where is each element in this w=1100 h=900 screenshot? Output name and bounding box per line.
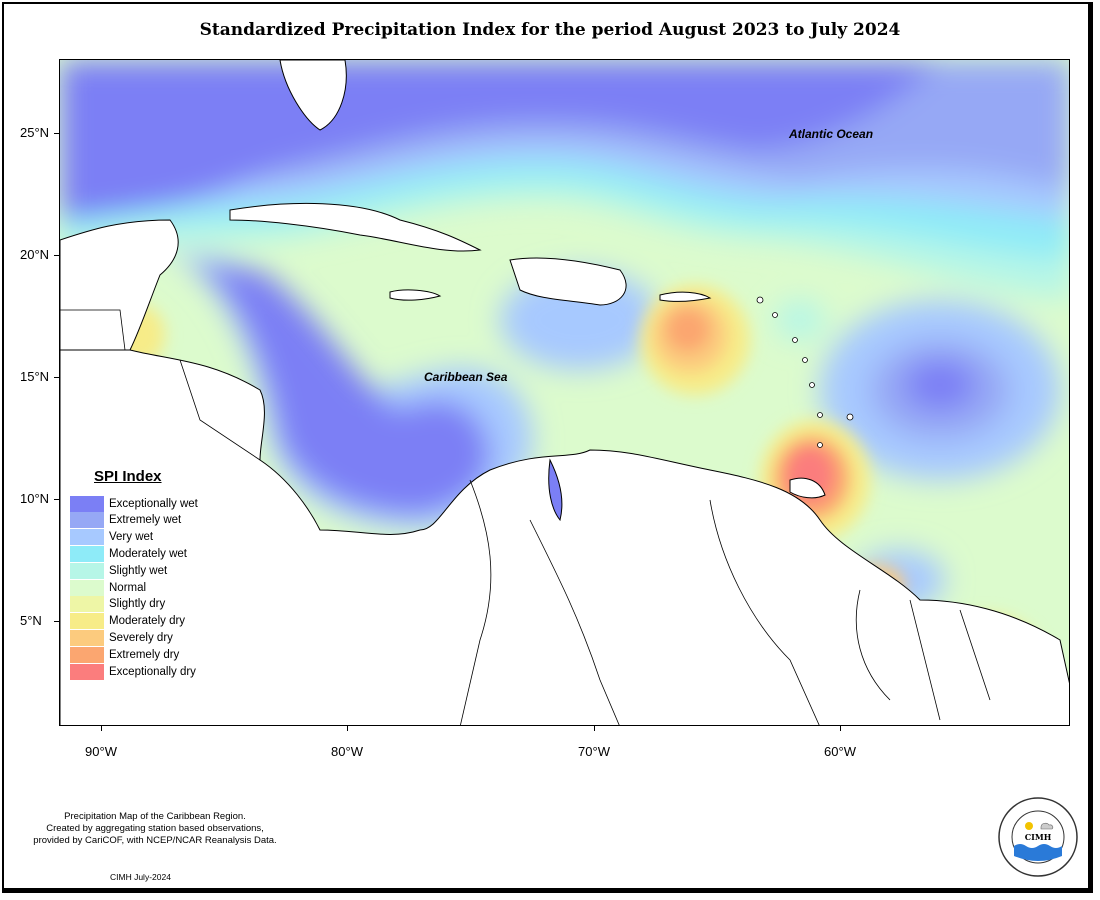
legend-item: Extremely wet — [70, 512, 181, 529]
credit-text: CIMH July-2024 — [110, 872, 171, 882]
legend-swatch — [70, 596, 104, 613]
lat-tick — [54, 621, 59, 622]
lon-label-70w: 70°W — [578, 744, 610, 759]
lat-label-10n: 10°N — [20, 491, 50, 506]
lon-tick — [101, 726, 102, 731]
legend-label: Slightly dry — [109, 598, 166, 611]
lon-tick — [840, 726, 841, 731]
caribbean-sea-label: Caribbean Sea — [424, 370, 508, 384]
legend-label: Slightly wet — [109, 564, 168, 577]
wave-icon — [1014, 844, 1062, 861]
lat-label-20n: 20°N — [20, 247, 50, 262]
central-south-america — [60, 349, 1069, 725]
legend-swatch — [70, 629, 104, 646]
map-title: Standardized Precipitation Index for the… — [199, 20, 901, 40]
lat-tick — [54, 499, 59, 500]
footnote-line-3: provided by CariCOF, with NCEP/NCAR Rean… — [33, 835, 277, 846]
legend-label: Exceptionally dry — [109, 665, 196, 678]
lon-label-90w: 90°W — [85, 744, 117, 759]
legend-label: Normal — [109, 581, 147, 594]
florida — [279, 60, 347, 131]
legend-swatch — [70, 613, 104, 630]
cuba — [229, 202, 482, 252]
land-masses — [60, 60, 1069, 725]
legend-swatch — [70, 495, 104, 512]
lat-label-5n: 5°N — [20, 613, 42, 628]
lat-label-15n: 15°N — [20, 369, 50, 384]
footnote: Precipitation Map of the Caribbean Regio… — [0, 811, 310, 847]
legend-swatch — [70, 512, 104, 529]
hispaniola — [509, 257, 627, 306]
logo-acronym: CIMH — [1025, 832, 1052, 842]
lake-maracaibo — [548, 458, 563, 522]
lat-label-25n: 25°N — [20, 125, 50, 140]
footnote-line-2: Created by aggregating station based obs… — [46, 823, 264, 834]
cloud-icon — [1040, 822, 1054, 830]
trinidad — [789, 477, 826, 499]
legend-title: SPI Index — [94, 468, 162, 485]
footnote-line-1: Precipitation Map of the Caribbean Regio… — [64, 811, 246, 822]
legend-label: Severely dry — [109, 631, 173, 644]
sun-icon — [1025, 822, 1033, 830]
cimh-logo-graphic: CIMH — [998, 797, 1078, 877]
legend-label: Moderately dry — [109, 615, 186, 628]
legend-swatch — [70, 663, 104, 680]
legend-label: Very wet — [109, 531, 154, 544]
legend-item: Moderately dry — [70, 613, 185, 630]
legend-swatch — [70, 545, 104, 562]
legend-item: Moderately wet — [70, 545, 187, 562]
legend-label: Extremely dry — [109, 648, 180, 661]
legend-label: Exceptionally wet — [109, 497, 198, 510]
atlantic-ocean-label: Atlantic Ocean — [789, 127, 874, 141]
lon-tick — [594, 726, 595, 731]
lesser-antilles — [756, 296, 854, 448]
legend-swatch — [70, 562, 104, 579]
legend-item: Extremely dry — [70, 646, 179, 663]
lat-tick — [54, 377, 59, 378]
spi-map — [59, 59, 1070, 726]
cimh-logo: CIMH — [997, 796, 1079, 878]
legend-item: Exceptionally wet — [70, 495, 198, 512]
legend-item: Exceptionally dry — [70, 663, 196, 680]
legend-item: Severely dry — [70, 629, 173, 646]
yucatan — [60, 219, 179, 351]
legend-swatch — [70, 529, 104, 546]
legend-swatch — [70, 646, 104, 663]
legend-item: Slightly dry — [70, 596, 165, 613]
lat-tick — [54, 255, 59, 256]
legend-item: Very wet — [70, 529, 153, 546]
puerto-rico — [659, 291, 712, 302]
lon-label-80w: 80°W — [331, 744, 363, 759]
lon-tick — [347, 726, 348, 731]
legend-item: Slightly wet — [70, 562, 167, 579]
lat-tick — [54, 133, 59, 134]
legend-label: Extremely wet — [109, 514, 182, 527]
lon-label-60w: 60°W — [824, 744, 856, 759]
country-borders — [60, 309, 991, 725]
legend-item: Normal — [70, 579, 146, 596]
legend-label: Moderately wet — [109, 547, 187, 560]
spi-map-canvas — [60, 60, 1069, 725]
legend-swatch — [70, 579, 104, 596]
jamaica — [389, 289, 442, 301]
